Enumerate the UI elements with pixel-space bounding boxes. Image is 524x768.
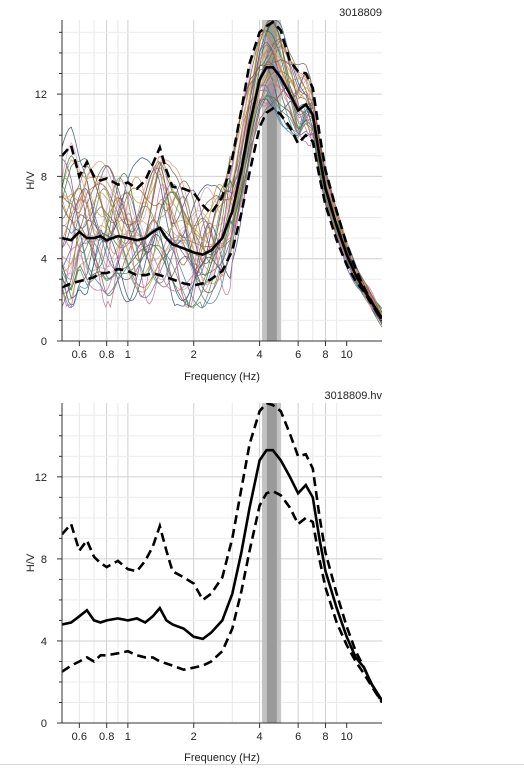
x-tick-label: 4 — [257, 349, 263, 361]
y-tick-label: 4 — [41, 254, 47, 266]
chart2-std-lower-line — [62, 489, 382, 704]
chart1-y-label: H/V — [25, 171, 37, 190]
window-trace — [62, 43, 382, 315]
window-trace — [62, 41, 382, 323]
window-trace — [62, 83, 382, 318]
x-tick-label: 8 — [322, 349, 328, 361]
x-tick-label: 6 — [295, 731, 301, 743]
y-tick-label: 8 — [41, 171, 47, 183]
x-tick-label: 8 — [322, 731, 328, 743]
y-tick-label: 12 — [35, 472, 47, 484]
x-tick-label: 10 — [341, 349, 353, 361]
chart2-title: 3018809.hv — [325, 390, 383, 402]
x-tick-label: 0.8 — [99, 731, 114, 743]
chart2-mean-line — [62, 448, 382, 702]
chart2-series — [62, 403, 382, 704]
chart2-grid — [61, 403, 382, 724]
y-tick-label: 4 — [41, 636, 47, 648]
window-trace — [62, 41, 382, 325]
chart2-y-label: H/V — [25, 553, 37, 572]
y-tick-label: 0 — [41, 718, 47, 730]
x-tick-label: 4 — [257, 731, 263, 743]
y-tick-label: 0 — [41, 336, 47, 348]
x-tick-label: 2 — [191, 731, 197, 743]
chart1-title: 3018809 — [339, 7, 382, 19]
window-trace — [62, 42, 382, 320]
y-tick-label: 8 — [41, 554, 47, 566]
window-trace — [62, 93, 382, 323]
chart2-std-upper-line — [62, 403, 382, 704]
x-tick-label: 6 — [295, 349, 301, 361]
chart2-peak-center — [266, 403, 277, 723]
y-tick-label: 12 — [35, 89, 47, 101]
x-tick-label: 0.8 — [99, 349, 114, 361]
chart1-std-lower-line — [62, 106, 382, 322]
x-tick-label: 0.6 — [72, 731, 87, 743]
chart1-window-traces — [62, 20, 382, 328]
x-tick-label: 2 — [191, 349, 197, 361]
x-tick-label: 1 — [125, 349, 131, 361]
chart1-std-upper-line — [62, 20, 382, 322]
chart1-mean-line — [62, 66, 382, 320]
x-tick-label: 10 — [341, 731, 353, 743]
bottom-divider — [0, 764, 524, 765]
chart1-x-label: Frequency (Hz) — [184, 371, 260, 383]
chart1-peak-center — [266, 20, 277, 341]
window-trace — [62, 60, 382, 321]
x-tick-label: 1 — [125, 731, 131, 743]
x-tick-label: 0.6 — [72, 349, 87, 361]
chart2-x-label: Frequency (Hz) — [184, 752, 260, 764]
chart1-series — [62, 20, 382, 328]
